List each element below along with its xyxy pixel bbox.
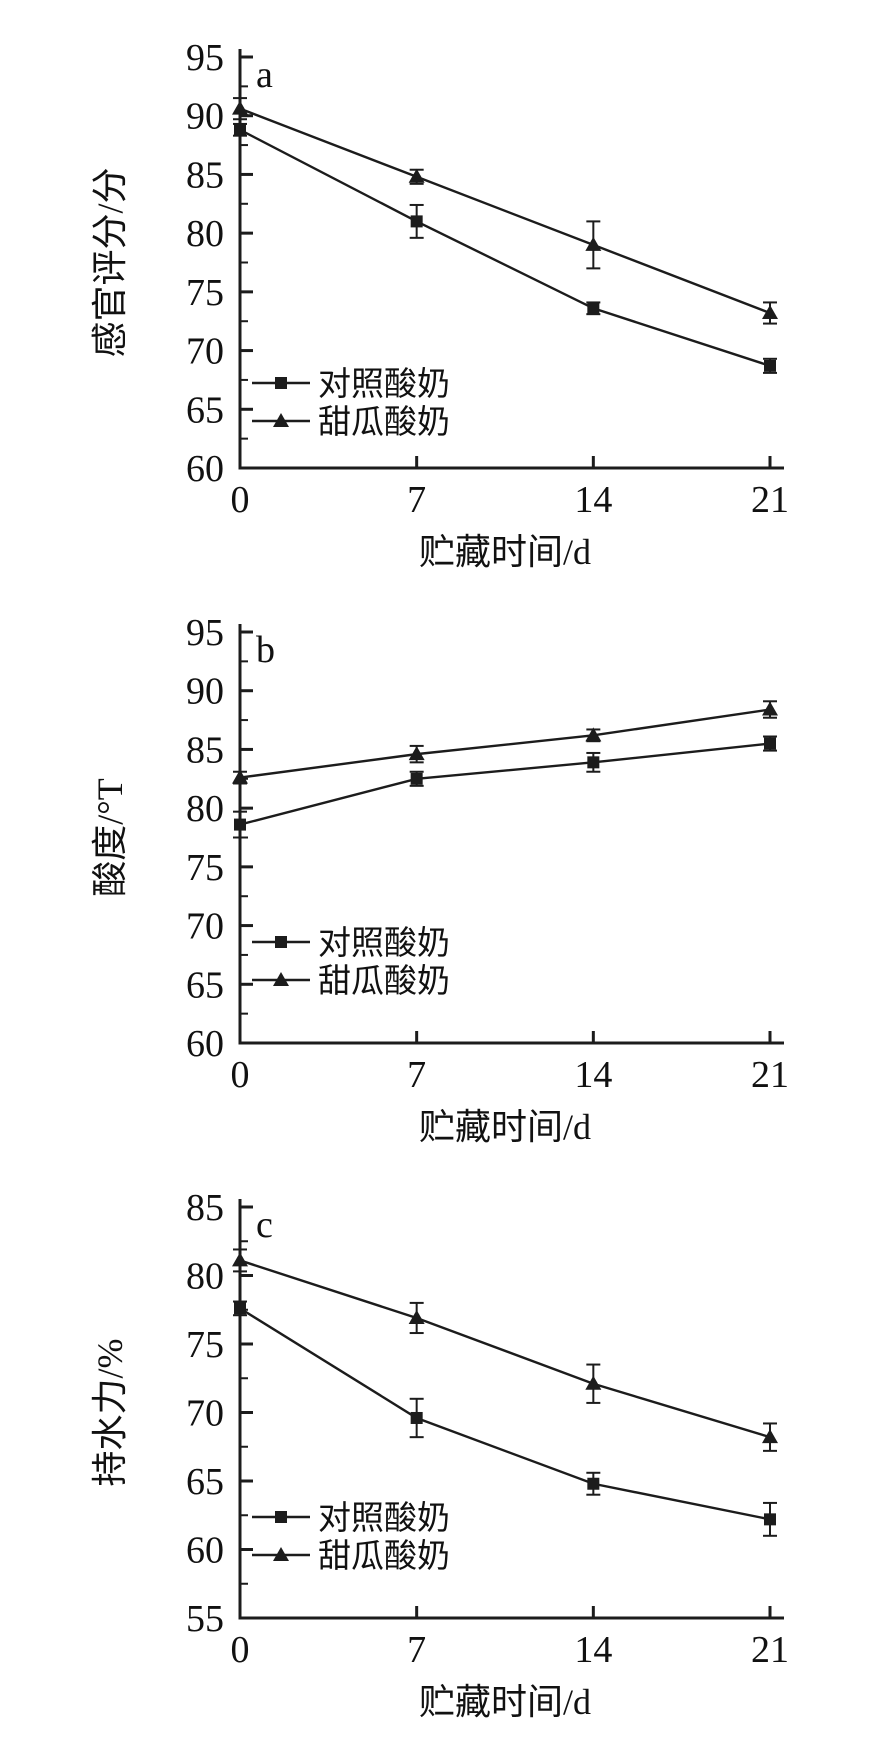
y-tick-label: 60: [186, 1023, 224, 1065]
legend-label: 甜瓜酸奶: [318, 963, 450, 1000]
y-tick-label: 65: [186, 389, 224, 431]
square-marker: [410, 1411, 423, 1424]
square-marker: [764, 737, 776, 750]
figure-panel-b: 60 65 70 75 80 85 90 95 0 7 14 21 b 酸度/°T 贮藏时间/d 对照酸奶 甜瓜…: [0, 575, 880, 1150]
series-line-square: [239, 1307, 771, 1521]
triangle-marker: [232, 769, 248, 784]
y-tick-label: 80: [186, 213, 224, 255]
y-tick-label: 65: [186, 1461, 224, 1503]
x-tick-label: 0: [231, 1054, 250, 1096]
square-marker: [764, 1513, 776, 1526]
y-tick-label: 90: [186, 671, 224, 713]
square-marker: [410, 772, 423, 785]
square-marker: [410, 215, 423, 228]
legend-square-marker: [275, 377, 287, 389]
triangle-marker: [762, 1429, 778, 1444]
panel-letter: c: [256, 1204, 273, 1246]
series-line-square: [239, 742, 771, 826]
legend-label: 甜瓜酸奶: [318, 404, 450, 441]
triangle-marker: [585, 1375, 602, 1390]
legend-label: 对照酸奶: [318, 925, 450, 962]
square-marker: [234, 818, 246, 831]
triangle-marker: [408, 168, 425, 183]
y-tick-label: 70: [186, 331, 224, 373]
y-tick-label: 80: [186, 788, 224, 830]
y-tick-label: 80: [186, 1256, 224, 1298]
x-tick-label: 7: [407, 1629, 426, 1671]
triangle-marker: [585, 236, 602, 251]
y-tick-label: 95: [186, 612, 224, 654]
y-axis-title: 感官评分/分: [90, 167, 130, 357]
x-tick-label: 7: [407, 1054, 426, 1096]
y-tick-label: 95: [186, 37, 224, 79]
x-tick-label: 0: [231, 1629, 250, 1671]
legend-square-marker: [275, 1511, 287, 1523]
y-tick-label: 75: [186, 1324, 224, 1366]
x-axis-title: 贮藏时间/d: [419, 532, 591, 572]
triangle-marker: [408, 746, 425, 761]
y-tick-label: 60: [186, 448, 224, 490]
x-tick-label: 21: [751, 1054, 789, 1096]
y-tick-label: 60: [186, 1530, 224, 1572]
figure-panel-c: 55 60 65 70 75 80 85 0 7 14 21 c 持水力/% 贮藏时间/d 对照酸奶 甜瓜酸奶: [0, 1150, 880, 1744]
series-line-triangle: [239, 1259, 771, 1439]
square-marker: [587, 1477, 600, 1490]
series-line-triangle: [239, 708, 771, 779]
chart-b-acidity: 60 65 70 75 80 85 90 95 0 7 14 21 b 酸度/°T 贮藏时间/d 对照酸奶甜瓜…: [90, 612, 789, 1147]
y-tick-label: 70: [186, 1393, 224, 1435]
legend-square-marker: [275, 936, 287, 948]
series-line-triangle: [239, 107, 771, 315]
square-marker: [764, 359, 776, 372]
legend-triangle-marker: [273, 972, 289, 986]
x-tick-label: 14: [574, 1054, 612, 1096]
x-tick-label: 14: [574, 1629, 612, 1671]
y-tick-label: 70: [186, 906, 224, 948]
y-tick-label: 75: [186, 847, 224, 889]
x-tick-label: 21: [751, 1629, 789, 1671]
y-tick-label: 65: [186, 964, 224, 1006]
legend-triangle-marker: [273, 1547, 289, 1561]
square-marker: [234, 123, 246, 136]
y-axis-title: 酸度/°T: [90, 778, 130, 896]
x-axis-title: 贮藏时间/d: [419, 1107, 591, 1147]
x-tick-label: 21: [751, 479, 789, 521]
panel-letter: b: [256, 629, 275, 671]
triangle-marker: [762, 701, 778, 716]
square-marker: [234, 1302, 246, 1315]
y-tick-label: 85: [186, 154, 224, 196]
y-tick-label: 90: [186, 96, 224, 138]
triangle-marker: [408, 1309, 425, 1324]
y-tick-label: 85: [186, 1187, 224, 1229]
legend-label: 对照酸奶: [318, 366, 450, 403]
panel-letter: a: [256, 54, 273, 96]
y-tick-label: 75: [186, 272, 224, 314]
figure-panel-a: 60 65 70 75 80 85 90 95 0 7 14 21 a 感官评分/分贮藏时间/d 对照酸奶甜…: [0, 0, 880, 575]
triangle-marker: [762, 304, 778, 319]
x-axis-title: 贮藏时间/d: [419, 1682, 591, 1722]
legend-triangle-marker: [273, 413, 289, 427]
triangle-marker: [585, 727, 602, 742]
x-tick-label: 14: [574, 479, 612, 521]
x-tick-label: 7: [407, 479, 426, 521]
series-line-square: [239, 128, 771, 367]
y-axis-title: 持水力/%: [90, 1339, 130, 1487]
y-tick-label: 85: [186, 729, 224, 771]
legend-label: 甜瓜酸奶: [318, 1538, 450, 1575]
square-marker: [587, 756, 600, 769]
triangle-marker: [232, 1252, 248, 1267]
legend-label: 对照酸奶: [318, 1500, 450, 1537]
x-tick-label: 0: [231, 479, 250, 521]
square-marker: [587, 302, 600, 315]
y-tick-label: 55: [186, 1598, 224, 1640]
triangle-marker: [232, 100, 248, 115]
